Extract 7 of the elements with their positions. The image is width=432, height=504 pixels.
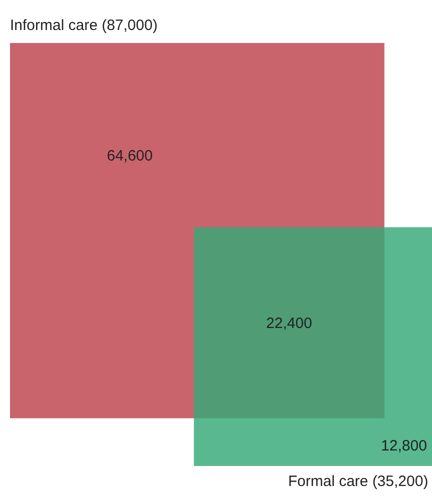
text: 12,800 bbox=[381, 438, 427, 455]
data-label: (35,200) bbox=[372, 473, 428, 490]
category-label: Formal care bbox=[288, 473, 368, 490]
text: 22,400 bbox=[266, 314, 312, 332]
category-label: Informal care bbox=[10, 17, 98, 34]
text: 64,600 bbox=[106, 148, 153, 165]
data-label: (87,000) bbox=[102, 17, 158, 34]
